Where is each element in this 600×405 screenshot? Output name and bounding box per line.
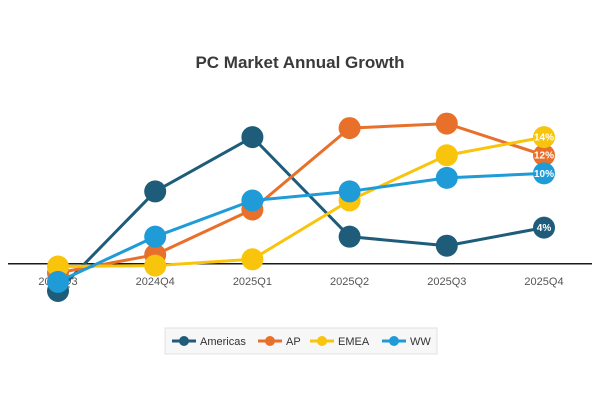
series-layer — [47, 112, 555, 302]
x-tick-label: 2025Q2 — [330, 276, 369, 288]
data-point — [47, 270, 69, 293]
data-point — [241, 126, 264, 149]
series-emea — [47, 126, 555, 278]
legend-label: EMEA — [338, 336, 370, 348]
data-point — [533, 162, 555, 185]
series-line — [57, 171, 545, 284]
series-ap — [47, 112, 555, 284]
series-americas — [47, 126, 555, 302]
legend-label: WW — [410, 336, 431, 348]
data-point — [338, 180, 361, 203]
data-point — [144, 254, 167, 277]
data-point — [144, 225, 167, 248]
data-point — [435, 166, 458, 189]
data-point — [144, 180, 167, 203]
legend-marker — [317, 336, 327, 346]
data-point — [435, 144, 458, 167]
data-point — [47, 255, 69, 278]
data-label-layer: 4% 12% 14% 10% — [534, 133, 554, 234]
data-point — [338, 225, 361, 248]
legend-marker — [265, 336, 275, 346]
legend-item-ww: WW — [382, 336, 431, 348]
legend-item-americas: Americas — [172, 336, 246, 348]
data-point — [435, 234, 458, 257]
x-tick-label: 2025Q4 — [524, 276, 563, 288]
series-line — [56, 135, 545, 293]
legend-label: Americas — [200, 336, 246, 348]
data-label: 12% — [534, 151, 554, 162]
x-tick-label: 2025Q1 — [233, 276, 272, 288]
data-point — [533, 126, 555, 149]
chart-title: PC Market Annual Growth — [195, 53, 404, 72]
data-point — [241, 189, 264, 212]
series-line — [57, 135, 545, 269]
series-line — [57, 122, 545, 275]
data-label: 4% — [537, 223, 552, 234]
data-point — [338, 117, 361, 140]
data-point — [533, 216, 555, 239]
x-tick-label: 2025Q3 — [427, 276, 466, 288]
legend-marker — [389, 336, 399, 346]
legend-label: AP — [286, 336, 301, 348]
data-label: 10% — [534, 169, 554, 180]
data-label: 14% — [534, 133, 554, 144]
data-point — [533, 144, 555, 167]
data-point — [435, 112, 458, 135]
legend-item-emea: EMEA — [310, 336, 370, 348]
legend-marker — [179, 336, 189, 346]
legend-item-ap: AP — [258, 336, 301, 348]
data-point — [241, 248, 264, 271]
series-ww — [47, 162, 555, 293]
x-tick-label: 2024Q4 — [136, 276, 175, 288]
legend: Americas AP EMEA WW — [164, 327, 438, 355]
